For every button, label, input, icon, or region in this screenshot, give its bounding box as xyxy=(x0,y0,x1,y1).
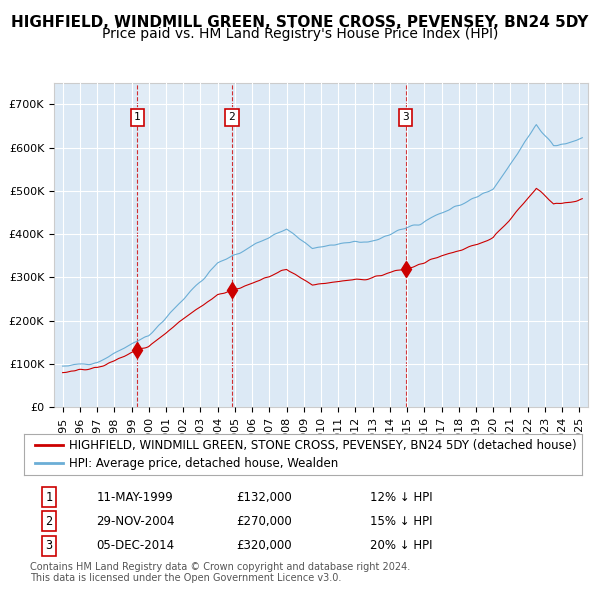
Text: 11-MAY-1999: 11-MAY-1999 xyxy=(97,490,173,504)
Text: HPI: Average price, detached house, Wealden: HPI: Average price, detached house, Weal… xyxy=(68,457,338,470)
Text: 20% ↓ HPI: 20% ↓ HPI xyxy=(370,539,433,552)
Text: 15% ↓ HPI: 15% ↓ HPI xyxy=(370,515,433,528)
Text: 2: 2 xyxy=(229,112,235,122)
Text: Price paid vs. HM Land Registry's House Price Index (HPI): Price paid vs. HM Land Registry's House … xyxy=(102,27,498,41)
Text: 12% ↓ HPI: 12% ↓ HPI xyxy=(370,490,433,504)
Text: 1: 1 xyxy=(134,112,140,122)
Text: HIGHFIELD, WINDMILL GREEN, STONE CROSS, PEVENSEY, BN24 5DY (detached house): HIGHFIELD, WINDMILL GREEN, STONE CROSS, … xyxy=(68,439,576,452)
Text: 3: 3 xyxy=(403,112,409,122)
Text: £132,000: £132,000 xyxy=(236,490,292,504)
Text: 3: 3 xyxy=(46,539,53,552)
Text: 05-DEC-2014: 05-DEC-2014 xyxy=(97,539,175,552)
Text: £270,000: £270,000 xyxy=(236,515,292,528)
Text: HIGHFIELD, WINDMILL GREEN, STONE CROSS, PEVENSEY, BN24 5DY: HIGHFIELD, WINDMILL GREEN, STONE CROSS, … xyxy=(11,15,589,30)
Text: Contains HM Land Registry data © Crown copyright and database right 2024.
This d: Contains HM Land Registry data © Crown c… xyxy=(30,562,410,584)
Text: £320,000: £320,000 xyxy=(236,539,292,552)
Text: 2: 2 xyxy=(46,515,53,528)
Bar xyxy=(137,83,232,407)
Text: 1: 1 xyxy=(46,490,53,504)
Text: 29-NOV-2004: 29-NOV-2004 xyxy=(97,515,175,528)
